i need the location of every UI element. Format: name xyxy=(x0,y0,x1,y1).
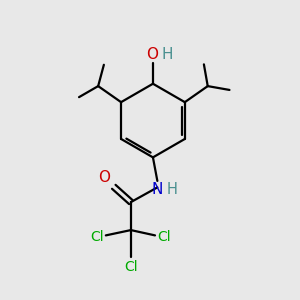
Text: O: O xyxy=(146,47,158,62)
Text: Cl: Cl xyxy=(158,230,171,244)
Text: H: H xyxy=(167,182,178,196)
Text: Cl: Cl xyxy=(124,260,138,274)
Text: Cl: Cl xyxy=(90,230,104,244)
Text: N: N xyxy=(152,182,163,197)
Text: H: H xyxy=(162,47,173,62)
Text: O: O xyxy=(98,170,110,185)
